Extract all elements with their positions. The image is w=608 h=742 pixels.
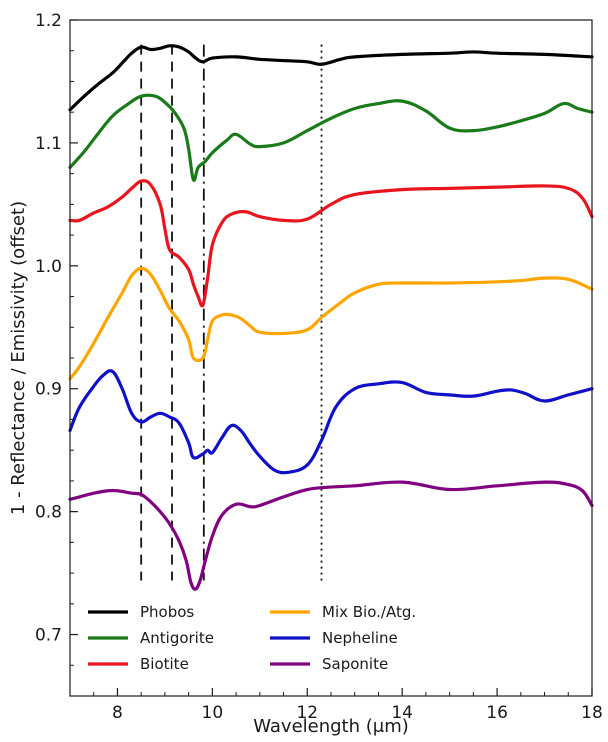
- x-axis: 8 10 12 14 16 18: [69, 688, 603, 723]
- x-tick-label: 14: [391, 703, 413, 723]
- y-tick-label: 1.1: [35, 134, 62, 154]
- x-tick-label: 12: [296, 703, 318, 723]
- series-line-antigorite: [68, 93, 594, 182]
- series-line-phobos: [68, 44, 594, 112]
- y-tick-label: 0.8: [35, 503, 62, 523]
- x-tick-label: 8: [112, 703, 123, 723]
- x-tick-label: 18: [581, 703, 603, 723]
- legend-label: Mix Bio./Atg.: [322, 603, 416, 621]
- y-tick-label: 1.0: [35, 257, 62, 277]
- y-tick-label: 0.9: [35, 380, 62, 400]
- legend-label: Phobos: [140, 603, 194, 621]
- x-tick-label: 10: [202, 703, 224, 723]
- series-line-saponite: [68, 480, 594, 591]
- x-tick-label: 16: [486, 703, 508, 723]
- legend-label: Biotite: [140, 655, 189, 673]
- series-line-biotite: [68, 179, 594, 308]
- series-line-nepheline: [68, 369, 594, 475]
- y-axis-title: 1 - Reflectance / Emissivity (offset): [8, 201, 29, 515]
- y-tick-label: 0.7: [35, 626, 62, 646]
- legend-label: Saponite: [322, 655, 388, 673]
- legend: Phobos Antigorite Biotite Mix Bio./Atg. Neph…: [88, 603, 416, 673]
- x-axis-title: Wavelength (μm): [253, 716, 409, 737]
- legend-label: Nepheline: [322, 629, 398, 647]
- reference-lines: [140, 44, 323, 581]
- series-line-mix-bio-atg: [68, 266, 594, 381]
- series-lines: [68, 44, 594, 591]
- y-tick-label: 1.2: [35, 11, 62, 31]
- legend-label: Antigorite: [140, 629, 214, 647]
- plot-background: [70, 20, 592, 696]
- y-axis: 0.7 0.8 0.9 1.0 1.1 1.2: [35, 11, 78, 697]
